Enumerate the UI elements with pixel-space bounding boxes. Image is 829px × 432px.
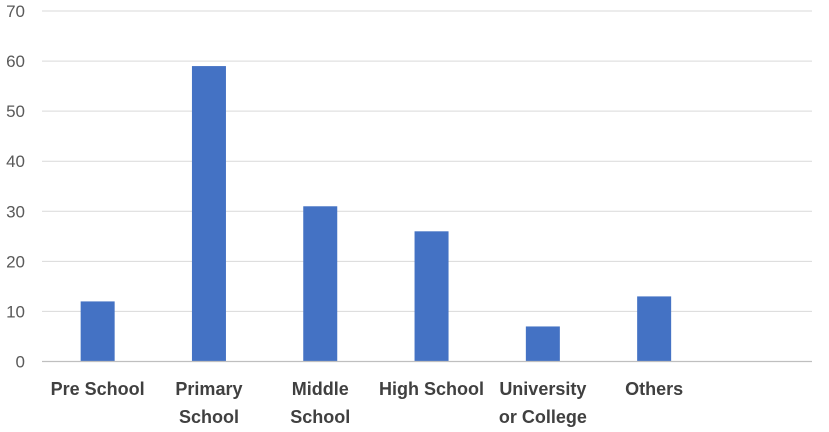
x-category-label: Middle [292,379,349,399]
y-tick-label: 30 [6,202,25,221]
bar [525,326,560,362]
y-tick-label: 60 [6,52,25,71]
x-category-label: High School [379,379,484,399]
bar [191,66,226,362]
bar [80,301,115,362]
y-tick-label: 20 [6,252,25,271]
y-tick-label: 40 [6,152,25,171]
y-axis-tick-labels: 0 10 20 30 40 50 60 70 [6,2,25,372]
x-category-label: or College [499,407,587,427]
bar [414,231,449,362]
bar [637,296,672,362]
x-category-label: Pre School [51,379,145,399]
bars [80,66,672,362]
bar [303,206,338,362]
gridlines [42,10,812,312]
x-axis-category-labels: Pre School Primary School Middle School High … [51,379,684,427]
y-tick-label: 0 [16,353,25,372]
x-category-label: Others [625,379,683,399]
x-category-label: Primary [175,379,242,399]
x-category-label: School [179,407,239,427]
x-category-label: University [499,379,586,399]
y-tick-label: 10 [6,302,25,321]
y-tick-label: 70 [6,2,25,21]
x-category-label: School [290,407,350,427]
y-tick-label: 50 [6,102,25,121]
